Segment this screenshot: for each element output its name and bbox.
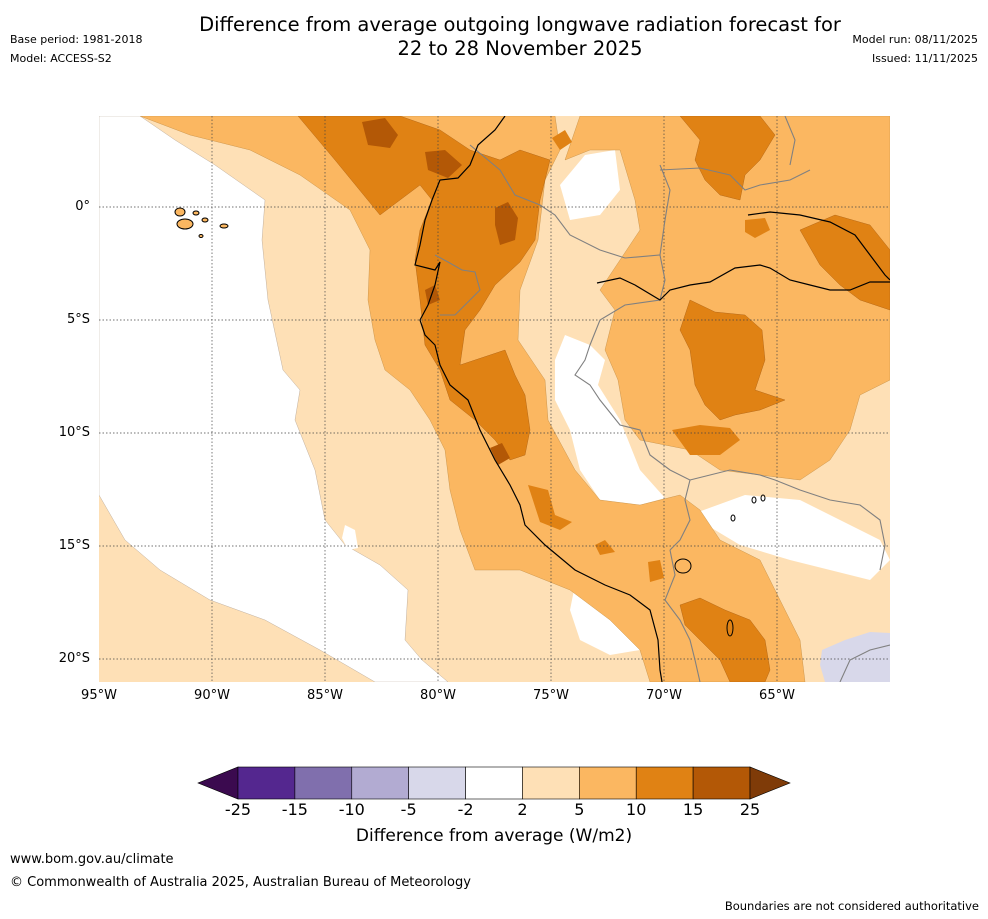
band-10-15-small-4 — [648, 560, 664, 582]
colorbar-tick-label: -5 — [400, 800, 417, 819]
coastline-pacific — [414, 116, 663, 682]
border-colombia-ecuador-peru — [469, 144, 691, 551]
colorbar-segment — [692, 766, 751, 800]
colorbar-tick-label: -2 — [457, 800, 474, 819]
band-10-15-east — [679, 116, 776, 201]
island-santa-cruz — [201, 217, 209, 223]
border-ecuador-peru — [434, 254, 481, 316]
colorbar-tick-label: 15 — [682, 800, 704, 819]
colorbar-segment — [237, 766, 296, 800]
title-line-1: Difference from average outgoing longwav… — [199, 13, 841, 36]
lakes — [674, 494, 766, 637]
issued-date: Issued: 11/11/2025 — [871, 52, 978, 65]
band-10-15-small-2 — [528, 485, 572, 530]
website-link[interactable]: www.bom.gov.au/climate — [10, 852, 174, 867]
lon-label-65w: 65°W — [759, 688, 795, 703]
colorbar-segment — [579, 766, 637, 800]
coastline-caribbean-north — [747, 211, 890, 281]
lake-small-3 — [730, 514, 736, 522]
island-san-cristobal — [219, 223, 229, 229]
band-10-15-small-5 — [745, 218, 770, 238]
colorbar-title: Difference from average (W/m2) — [355, 826, 633, 846]
lat-label-5s: 5°S — [66, 312, 90, 327]
lat-label-0: 0° — [75, 199, 90, 214]
border-paraguay — [839, 644, 890, 682]
colorbar-segment — [465, 766, 523, 800]
band-15-25-5 — [425, 285, 440, 305]
chart-title: Difference from average outgoing longwav… — [0, 13, 988, 61]
disclaimer-text: Boundaries are not considered authoritat… — [724, 899, 979, 913]
grid-lines — [99, 116, 890, 682]
base-period: Base period: 1981-2018 — [10, 33, 143, 46]
title-line-2: 22 to 28 November 2025 — [397, 37, 643, 60]
band-15-25-3 — [495, 202, 518, 245]
colorbar-tick-label: 5 — [574, 800, 585, 819]
band-15-25-4 — [490, 443, 510, 465]
colorbar-tick-label: 2 — [517, 800, 528, 819]
colorbar-segment — [294, 766, 353, 800]
inland-neutral-2 — [555, 335, 665, 505]
lon-label-95w: 95°W — [81, 688, 117, 703]
island-isabela — [176, 218, 194, 230]
band-10-15-small-6 — [552, 130, 572, 150]
meta-right: Model run: 08/11/2025 Issued: 11/11/2025 — [852, 30, 978, 68]
border-bolivia — [689, 469, 886, 571]
coastline-amazon-river — [596, 264, 890, 301]
border-chile-bolivia — [664, 549, 701, 682]
colorbar-extend-low — [197, 766, 239, 800]
colorbar-segment — [522, 766, 580, 800]
model-name: Model: ACCESS-S2 — [10, 52, 112, 65]
lon-label-70w: 70°W — [646, 688, 682, 703]
lat-label-10s: 10°S — [58, 425, 90, 440]
band-10-15-amazon — [799, 214, 890, 311]
inland-neutral-3 — [690, 495, 890, 580]
colorbar-segment — [351, 766, 409, 800]
coastline — [414, 116, 890, 682]
colorbar-tick-label: -25 — [224, 800, 252, 819]
island-fernandina — [174, 207, 186, 217]
island-floreana — [198, 234, 204, 238]
lat-label-15s: 15°S — [58, 538, 90, 553]
band-10-15-small-1 — [672, 425, 740, 455]
lat-label-20s: 20°S — [58, 651, 90, 666]
anomaly-field — [99, 116, 890, 682]
colorbar-segment — [408, 766, 466, 800]
band-15-25-1 — [362, 118, 398, 148]
colorbar-tick-label: -10 — [338, 800, 365, 819]
band-10-15-small-3 — [595, 540, 615, 555]
lake-small-2 — [760, 494, 766, 502]
border-brazil-north — [659, 164, 671, 256]
galapagos-islands — [174, 207, 229, 238]
lon-label-80w: 80°W — [420, 688, 456, 703]
lake-poopo — [726, 619, 734, 637]
colorbar-tick-label: 25 — [739, 800, 761, 819]
band-15-25-2 — [425, 150, 462, 178]
country-borders — [434, 116, 890, 682]
inland-neutral-1 — [560, 150, 620, 220]
colorbar — [197, 766, 791, 800]
lake-titicaca — [674, 558, 692, 574]
band-10-15-south — [679, 597, 771, 682]
lake-small-1 — [751, 496, 757, 504]
ocean-neutral-island — [342, 525, 358, 550]
lon-label-75w: 75°W — [533, 688, 569, 703]
colorbar-segment — [635, 766, 694, 800]
colorbar-tick-label: -15 — [281, 800, 308, 819]
colorbar-tick-label: 10 — [626, 800, 647, 819]
colorbar-extend-high — [749, 766, 791, 800]
model-run: Model run: 08/11/2025 — [852, 33, 978, 46]
island-santiago — [192, 210, 200, 216]
band-10-15-coast — [297, 116, 551, 461]
lon-label-90w: 90°W — [194, 688, 230, 703]
border-guyana — [784, 116, 796, 166]
copyright-notice: © Commonwealth of Australia 2025, Austra… — [10, 875, 471, 890]
lon-label-85w: 85°W — [307, 688, 343, 703]
meta-left: Base period: 1981-2018 Model: ACCESS-S2 — [10, 30, 142, 68]
border-venezuela — [659, 167, 811, 191]
